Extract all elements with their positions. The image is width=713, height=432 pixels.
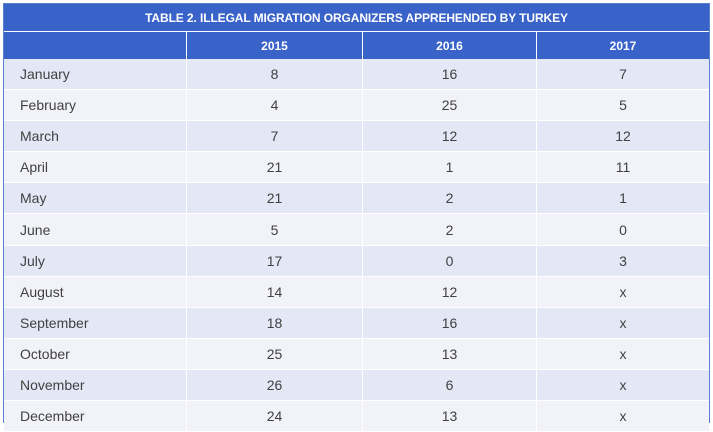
cell-2016: 2 <box>362 183 536 214</box>
cell-2017: 7 <box>536 59 709 90</box>
header-cell-month <box>4 32 186 59</box>
table-row: May 21 2 1 <box>4 183 709 215</box>
table-body: January 8 16 7 February 4 25 5 March 7 12 12 April 21… <box>4 59 709 432</box>
cell-2017: 12 <box>536 121 709 152</box>
cell-2015: 5 <box>186 214 362 245</box>
table-row: March 7 12 12 <box>4 121 709 153</box>
cell-2016: 16 <box>362 59 536 90</box>
cell-month: December <box>20 408 85 425</box>
cell-2017: x <box>536 369 709 401</box>
cell-month: August <box>20 283 64 300</box>
cell-2016: 12 <box>362 121 536 152</box>
cell-2017: 5 <box>536 90 709 121</box>
cell-2016: 0 <box>362 245 536 276</box>
table-row: June 5 2 0 <box>4 214 709 246</box>
table-header-row: 2015 2016 2017 <box>4 32 709 59</box>
cell-month: November <box>20 376 85 393</box>
cell-month: April <box>20 159 49 176</box>
table-row: August 14 12 x <box>4 276 709 308</box>
cell-2017: x <box>536 338 709 369</box>
cell-2015: 26 <box>186 369 362 401</box>
header-cell-2015: 2015 <box>186 32 362 59</box>
cell-2017: x <box>536 307 709 338</box>
cell-2015: 21 <box>186 152 362 183</box>
cell-month: September <box>20 314 89 331</box>
cell-2017: 0 <box>536 214 709 245</box>
cell-2016: 1 <box>362 152 536 183</box>
table-row: January 8 16 7 <box>4 59 709 91</box>
data-table: TABLE 2. ILLEGAL MIGRATION ORGANIZERS AP… <box>3 3 710 432</box>
cell-2016: 6 <box>362 369 536 401</box>
cell-month: June <box>20 221 51 238</box>
cell-2016: 13 <box>362 401 536 432</box>
cell-2017: 11 <box>536 152 709 183</box>
cell-2016: 12 <box>362 276 536 307</box>
cell-2016: 2 <box>362 214 536 245</box>
cell-2016: 25 <box>362 90 536 121</box>
cell-month: January <box>20 66 70 83</box>
cell-month: May <box>20 190 47 207</box>
cell-2017: x <box>536 401 709 432</box>
cell-2015: 8 <box>186 59 362 90</box>
header-cell-2016: 2016 <box>362 32 536 59</box>
cell-2015: 4 <box>186 90 362 121</box>
cell-2015: 7 <box>186 121 362 152</box>
cell-2016: 16 <box>362 307 536 338</box>
table-row: November 26 6 x <box>4 369 709 402</box>
cell-2015: 25 <box>186 338 362 369</box>
cell-2017: 1 <box>536 183 709 214</box>
table-row: September 18 16 x <box>4 307 709 339</box>
cell-month: July <box>20 252 45 269</box>
cell-2015: 21 <box>186 183 362 214</box>
table-title: TABLE 2. ILLEGAL MIGRATION ORGANIZERS AP… <box>4 4 709 32</box>
cell-2016: 13 <box>362 338 536 369</box>
table-row: December 24 13 x <box>4 401 709 432</box>
cell-2015: 24 <box>186 401 362 432</box>
cell-2017: 3 <box>536 245 709 276</box>
cell-2015: 17 <box>186 245 362 276</box>
table-row: July 17 0 3 <box>4 245 709 277</box>
table-row: October 25 13 x <box>4 338 709 370</box>
cell-2017: x <box>536 276 709 307</box>
table-row: February 4 25 5 <box>4 90 709 122</box>
cell-month: February <box>20 97 77 114</box>
cell-month: March <box>20 128 59 145</box>
cell-month: October <box>20 345 70 362</box>
header-cell-2017: 2017 <box>536 32 709 59</box>
cell-2015: 14 <box>186 276 362 307</box>
table-row: April 21 1 11 <box>4 152 709 184</box>
cell-2015: 18 <box>186 307 362 338</box>
